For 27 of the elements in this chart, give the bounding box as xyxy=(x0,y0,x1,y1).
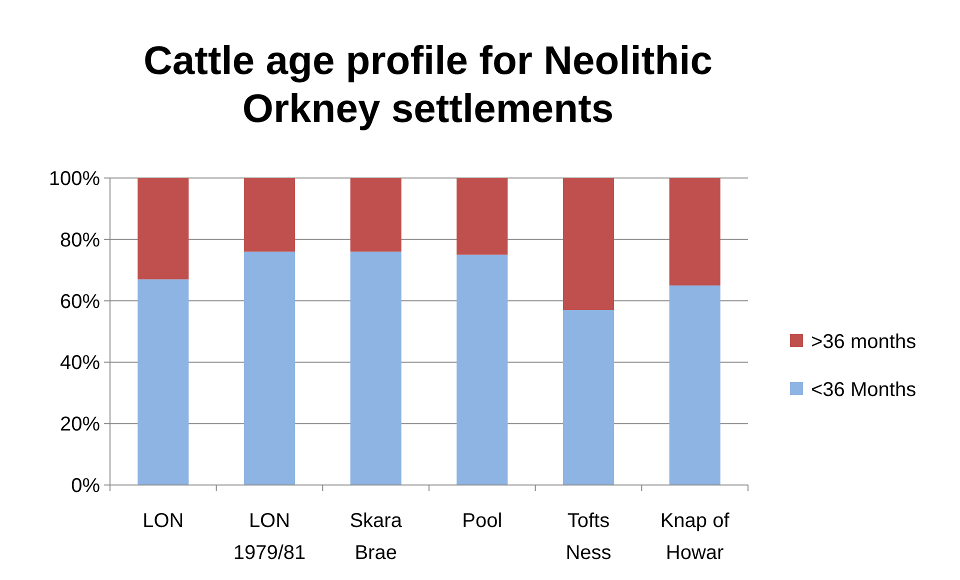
y-tick-label: 40% xyxy=(60,352,100,374)
bar xyxy=(350,178,402,252)
bar xyxy=(244,178,296,252)
y-tick-label: 20% xyxy=(60,414,100,436)
bar xyxy=(669,178,720,286)
chart-title: Cattle age profile for Neolithic Orkney settlements xyxy=(144,39,712,131)
bar xyxy=(669,285,720,485)
bar xyxy=(350,252,402,485)
x-tick-label: Knap of Howar xyxy=(660,510,730,564)
x-tick-label: Skara Brae xyxy=(350,510,403,564)
bar xyxy=(138,279,189,485)
legend-label: <36 Months xyxy=(811,379,916,401)
bar xyxy=(244,252,296,485)
y-tick-label: 60% xyxy=(60,290,100,313)
bar xyxy=(562,310,614,485)
x-tick-label: Tofts Ness xyxy=(566,510,612,564)
x-tick-label: Pool xyxy=(462,510,502,532)
bar xyxy=(456,178,508,255)
legend-label: >36 months xyxy=(811,331,916,353)
y-tick-label: 0% xyxy=(71,475,100,497)
x-tick-label: LON xyxy=(142,510,184,532)
bar xyxy=(138,178,189,280)
x-tick-label: LON 1979/81 xyxy=(233,510,306,564)
bar xyxy=(456,254,508,485)
y-tick-label: 100% xyxy=(48,168,100,190)
bar xyxy=(562,178,614,310)
y-tick-label: 80% xyxy=(60,229,100,252)
